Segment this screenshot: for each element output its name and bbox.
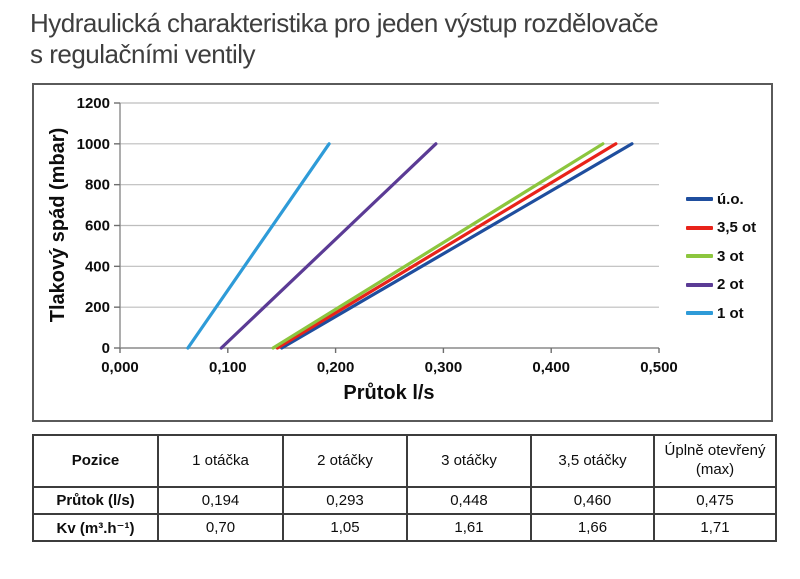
table-cell: 0,293 xyxy=(282,486,408,515)
page-title-line-1: Hydraulická charakteristika pro jeden vý… xyxy=(30,8,659,38)
table-cell: 1,05 xyxy=(282,513,408,542)
table-cell: 0,475 xyxy=(653,486,777,515)
legend-line-swatch xyxy=(686,197,713,202)
legend-label: 1 ot xyxy=(717,304,744,322)
x-tick-label: 0,100 xyxy=(209,359,247,376)
legend-label: 2 ot xyxy=(717,276,744,294)
table-cell: 0,460 xyxy=(530,486,655,515)
table-row-kv: Kv (m³.h⁻¹) 0,70 1,05 1,61 1,66 1,71 xyxy=(32,513,777,542)
table-header-cell: 3,5 otáčky xyxy=(530,434,655,488)
y-tick-label: 600 xyxy=(85,218,110,235)
row-label: Kv (m³.h⁻¹) xyxy=(32,513,159,542)
legend-line-swatch xyxy=(686,282,713,287)
legend-item: ú.o. xyxy=(686,185,756,214)
series-lines xyxy=(186,142,634,350)
gridlines xyxy=(120,102,659,308)
table-header-cell: Úplně otevřený (max) xyxy=(653,434,777,488)
series-line xyxy=(271,142,605,350)
hydraulic-chart: 0 200 400 600 800 1000 1200 0,000 0,100 0,200 0,30… xyxy=(32,83,773,422)
table-cell: 1,61 xyxy=(406,513,532,542)
x-tick-label: 0,400 xyxy=(532,359,570,376)
y-tick-label: 200 xyxy=(85,299,110,316)
table-row-flow: Průtok (l/s) 0,194 0,293 0,448 0,460 0,4… xyxy=(32,486,777,515)
legend-label: 3 ot xyxy=(717,247,744,265)
table-header-cell: Pozice xyxy=(32,434,159,488)
x-tick-label: 0,300 xyxy=(425,359,463,376)
y-axis-title: Tlakový spád (mbar) xyxy=(47,128,69,323)
table-cell: 0,70 xyxy=(157,513,284,542)
y-tick-label: 800 xyxy=(85,177,110,194)
page-title: Hydraulická charakteristika pro jeden vý… xyxy=(30,8,770,69)
x-tick-label: 0,000 xyxy=(101,359,139,376)
x-axis-title: Průtok l/s xyxy=(343,382,434,404)
y-tick-label: 400 xyxy=(85,258,110,275)
legend-item: 1 ot xyxy=(686,299,756,328)
legend-label: 3,5 ot xyxy=(717,219,757,237)
legend-label: ú.o. xyxy=(717,190,744,208)
legend-line-swatch xyxy=(686,254,713,259)
y-tick-label: 1200 xyxy=(77,95,110,112)
series-line xyxy=(275,142,618,350)
series-line xyxy=(186,142,331,350)
table-cell: 0,448 xyxy=(406,486,532,515)
chart-legend: ú.o. 3,5 ot 3 ot 2 ot 1 ot xyxy=(686,185,756,328)
x-tick-label: 0,500 xyxy=(640,359,678,376)
table-header-cell: 3 otáčky xyxy=(406,434,532,488)
tick-labels: 0 200 400 600 800 1000 1200 0,000 0,100 0,200 0,30… xyxy=(77,95,678,376)
legend-line-swatch xyxy=(686,225,713,230)
page-title-line-2: s regulačními ventily xyxy=(30,38,256,69)
table-cell: 1,71 xyxy=(653,513,777,542)
axes xyxy=(114,102,660,353)
legend-item: 2 ot xyxy=(686,271,756,300)
y-tick-label: 0 xyxy=(102,340,110,357)
valve-position-table: Pozice 1 otáčka 2 otáčky 3 otáčky 3,5 ot… xyxy=(32,434,777,542)
table-header-cell: 2 otáčky xyxy=(282,434,408,488)
table-cell: 0,194 xyxy=(157,486,284,515)
table-cell: 1,66 xyxy=(530,513,655,542)
series-line xyxy=(280,142,634,350)
x-tick-label: 0,200 xyxy=(317,359,355,376)
legend-item: 3 ot xyxy=(686,242,756,271)
chart-plot-area: 0 200 400 600 800 1000 1200 0,000 0,100 0,200 0,30… xyxy=(47,95,678,404)
series-line xyxy=(219,142,438,350)
table-header-cell: 1 otáčka xyxy=(157,434,284,488)
legend-item: 3,5 ot xyxy=(686,214,756,243)
row-label: Průtok (l/s) xyxy=(32,486,159,515)
table-header-row: Pozice 1 otáčka 2 otáčky 3 otáčky 3,5 ot… xyxy=(32,434,777,488)
y-tick-label: 1000 xyxy=(77,136,110,153)
legend-line-swatch xyxy=(686,311,713,316)
